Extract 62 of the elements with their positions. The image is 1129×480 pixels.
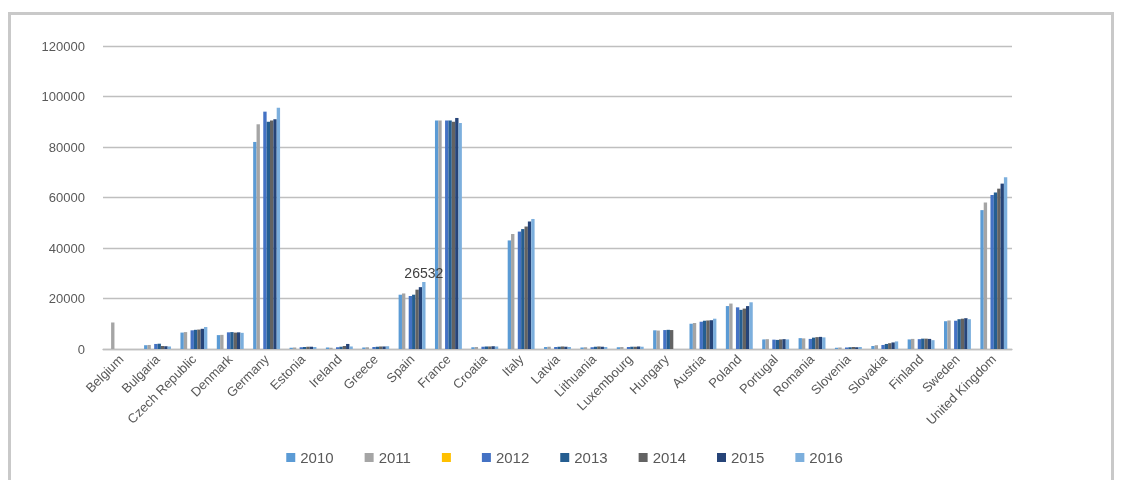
- bar: [236, 332, 241, 349]
- bar: [735, 307, 740, 349]
- bar: [527, 221, 532, 349]
- bar: [706, 320, 710, 349]
- legend-label: 2014: [652, 449, 686, 466]
- bar: [507, 240, 512, 349]
- bar: [785, 339, 790, 349]
- legend-label: 2010: [300, 449, 334, 466]
- bar: [180, 332, 184, 349]
- bar: [560, 346, 565, 349]
- bar: [422, 282, 426, 349]
- bar: [729, 303, 733, 349]
- bar: [980, 210, 984, 349]
- bar: [342, 345, 347, 349]
- bar: [917, 339, 922, 349]
- bar: [739, 309, 743, 349]
- bar: [881, 344, 885, 349]
- bar: [160, 345, 165, 349]
- bar: [372, 346, 376, 349]
- bar: [709, 320, 714, 349]
- bar: [725, 306, 730, 349]
- bar: [801, 338, 806, 349]
- bar: [263, 111, 267, 349]
- bar: [494, 346, 499, 349]
- legend-label: 2012: [495, 449, 530, 466]
- legend-label: 2013: [574, 449, 608, 466]
- bar: [385, 346, 390, 349]
- legend-label: 2011: [378, 449, 411, 466]
- bar: [746, 306, 750, 349]
- bar: [401, 293, 406, 349]
- bar: [990, 194, 994, 349]
- legend-label: 2015: [731, 449, 765, 466]
- bar: [640, 346, 644, 349]
- y-tick-label: 60000: [48, 190, 85, 205]
- bar: [822, 337, 826, 349]
- bar: [481, 346, 485, 349]
- bar: [226, 332, 231, 349]
- bar: [484, 346, 489, 349]
- legend-label: 2016: [809, 449, 843, 466]
- bar: [111, 322, 115, 349]
- x-tick-label: Italy: [498, 351, 527, 380]
- bar: [531, 218, 535, 349]
- bar: [931, 340, 935, 349]
- bar: [636, 346, 641, 349]
- bar: [907, 339, 912, 349]
- bar: [220, 334, 224, 349]
- bar: [894, 341, 899, 349]
- y-tick-label: 80000: [48, 139, 85, 155]
- bar: [455, 117, 459, 349]
- bar: [415, 289, 419, 349]
- y-tick-label: 100000: [41, 89, 85, 104]
- bar: [749, 302, 753, 349]
- y-tick-label: 120000: [41, 38, 85, 54]
- y-tick-label: 20000: [48, 291, 85, 306]
- bar: [253, 141, 257, 349]
- y-tick-label: 0: [77, 341, 85, 357]
- bar: [997, 188, 1001, 349]
- bar: [190, 330, 194, 349]
- y-tick-label: 40000: [48, 240, 85, 256]
- bar: [689, 323, 693, 349]
- bar: [874, 345, 879, 349]
- bar: [692, 322, 697, 349]
